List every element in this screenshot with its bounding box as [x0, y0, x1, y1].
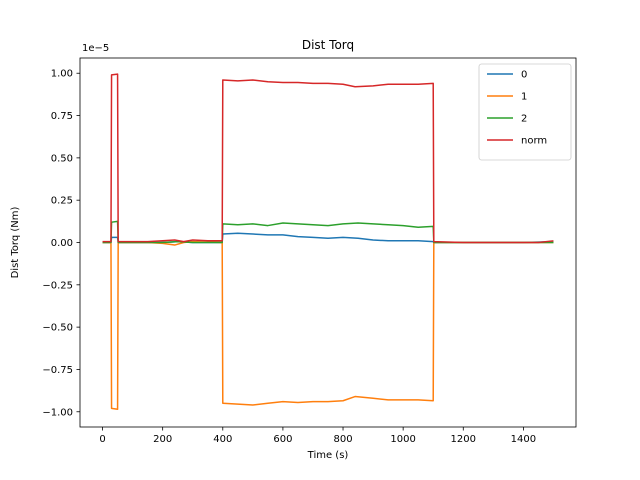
y-tick-label: 1.00	[51, 69, 73, 80]
x-tick-label: 600	[273, 434, 292, 445]
y-axis-title: Dist Torq (Nm)	[10, 207, 21, 279]
x-tick-label: 800	[333, 434, 352, 445]
legend-label-1: 1	[521, 92, 527, 103]
y-tick-label: 0.50	[51, 153, 73, 164]
x-tick-label: 1200	[451, 434, 476, 445]
y-tick-label: −0.25	[42, 280, 73, 291]
legend-box	[478, 63, 572, 161]
x-tick-label: 0	[99, 434, 105, 445]
legend: 0 1 2 norm	[478, 63, 572, 161]
y-tick-label: −0.50	[42, 323, 73, 334]
x-tick-label: 1000	[390, 434, 415, 445]
y-tick-label: −1.00	[42, 407, 73, 418]
y-tick-label: −0.75	[42, 365, 73, 376]
y-tick-label: 0.75	[51, 111, 73, 122]
x-axis: 0 200 400 600 800 1000 1200 1400	[99, 427, 536, 445]
x-tick-label: 200	[153, 434, 172, 445]
x-axis-title: Time (s)	[307, 450, 349, 461]
series-layer	[102, 73, 554, 410]
y-tick-label: 0.00	[51, 238, 73, 249]
y-tick-label: 0.25	[51, 196, 73, 207]
legend-label-2: 2	[521, 114, 527, 125]
x-tick-label: 400	[213, 434, 232, 445]
chart-title: Dist Torq	[302, 38, 354, 52]
series-line-norm	[102, 73, 554, 244]
legend-label-norm: norm	[521, 136, 547, 147]
legend-label-0: 0	[521, 70, 527, 81]
y-axis-offset-label: 1e−5	[82, 43, 109, 54]
x-tick-label: 1400	[511, 434, 536, 445]
y-axis: −1.00 −0.75 −0.50 −0.25 0.00 0.25 0.50 0.75 1.00	[42, 69, 80, 418]
